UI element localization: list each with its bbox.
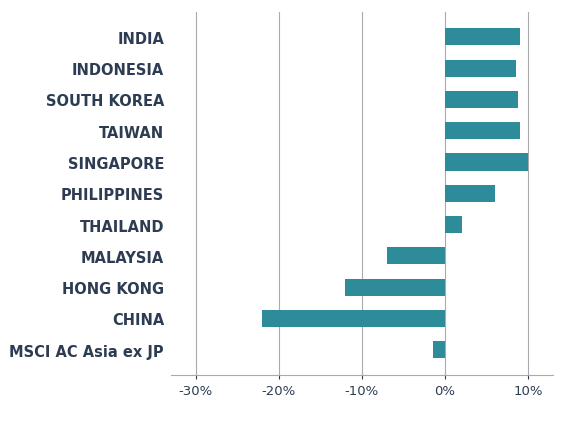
Bar [345,279,445,296]
Bar [262,310,445,327]
Bar [445,185,495,202]
Bar [445,216,462,233]
Bar [433,341,445,359]
Bar [445,123,520,140]
Bar [445,154,528,171]
Bar [445,92,518,109]
Bar [387,248,445,265]
Bar [445,60,515,78]
Bar [445,29,520,46]
